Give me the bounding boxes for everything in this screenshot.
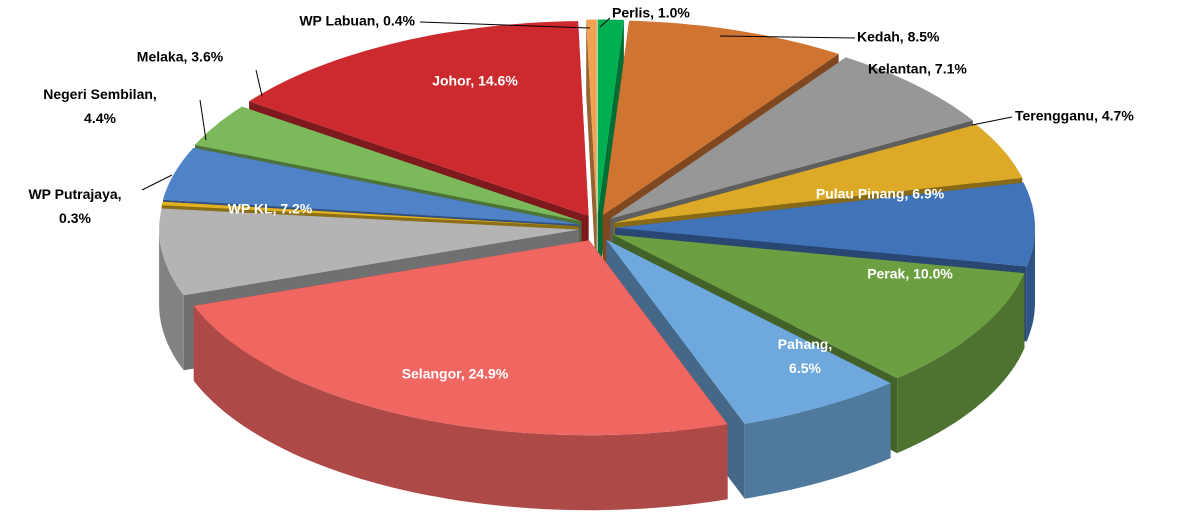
data-label: Johor, 14.6% [432, 73, 518, 89]
slice [193, 240, 728, 511]
leader-line [971, 116, 1013, 126]
data-label: Selangor, 24.9% [402, 366, 509, 382]
label-line: Negeri Sembilan, [43, 86, 157, 102]
slice-top [597, 19, 624, 215]
data-label: Melaka, 3.6% [137, 49, 224, 65]
data-label: Pulau Pinang, 6.9% [816, 186, 945, 202]
label-line: 4.4% [84, 110, 116, 126]
leader-line [255, 69, 263, 97]
data-label: Kelantan, 7.1% [868, 61, 967, 77]
slice-top [161, 201, 580, 227]
data-label: Pahang, 6.5% [778, 336, 832, 376]
slice-top [195, 106, 582, 222]
label-line: WP Putrajaya, [28, 186, 121, 202]
leader-line [599, 17, 611, 28]
data-label: Kedah, 8.5% [857, 29, 940, 45]
slice-top [602, 20, 839, 216]
slice [586, 19, 597, 290]
slice-top [159, 208, 580, 296]
slice-top [610, 57, 973, 219]
slice-top [586, 19, 597, 215]
leader-line [719, 35, 856, 39]
data-label: Perak, 10.0% [867, 266, 953, 282]
data-label: Perlis, 1.0% [612, 5, 690, 21]
slice-top [615, 182, 1035, 267]
leader-line [141, 174, 173, 191]
leader-line [199, 99, 207, 141]
slice-wall [897, 273, 1025, 454]
data-label: Terengganu, 4.7% [1015, 108, 1134, 124]
slice-top [163, 147, 580, 225]
label-line: 0.3% [59, 210, 91, 226]
slice-top [606, 239, 891, 424]
slice-top [612, 234, 1025, 379]
data-label: WP KL, 7.2% [228, 201, 313, 217]
slice-wall [744, 383, 891, 499]
slice-top [193, 240, 728, 436]
slice-top [249, 21, 589, 216]
data-label: WP Putrajaya, 0.3% [28, 186, 121, 226]
label-line: Pahang, [778, 336, 832, 352]
data-label: WP Labuan, 0.4% [299, 13, 415, 29]
label-line: 6.5% [789, 360, 821, 376]
slice-wall [193, 305, 728, 511]
data-label: Negeri Sembilan, 4.4% [43, 86, 157, 126]
slice-wall [1026, 227, 1035, 342]
slice-side [586, 19, 597, 290]
slice-wall [159, 229, 184, 371]
leader-line [419, 21, 591, 29]
slice-top [613, 124, 1023, 223]
